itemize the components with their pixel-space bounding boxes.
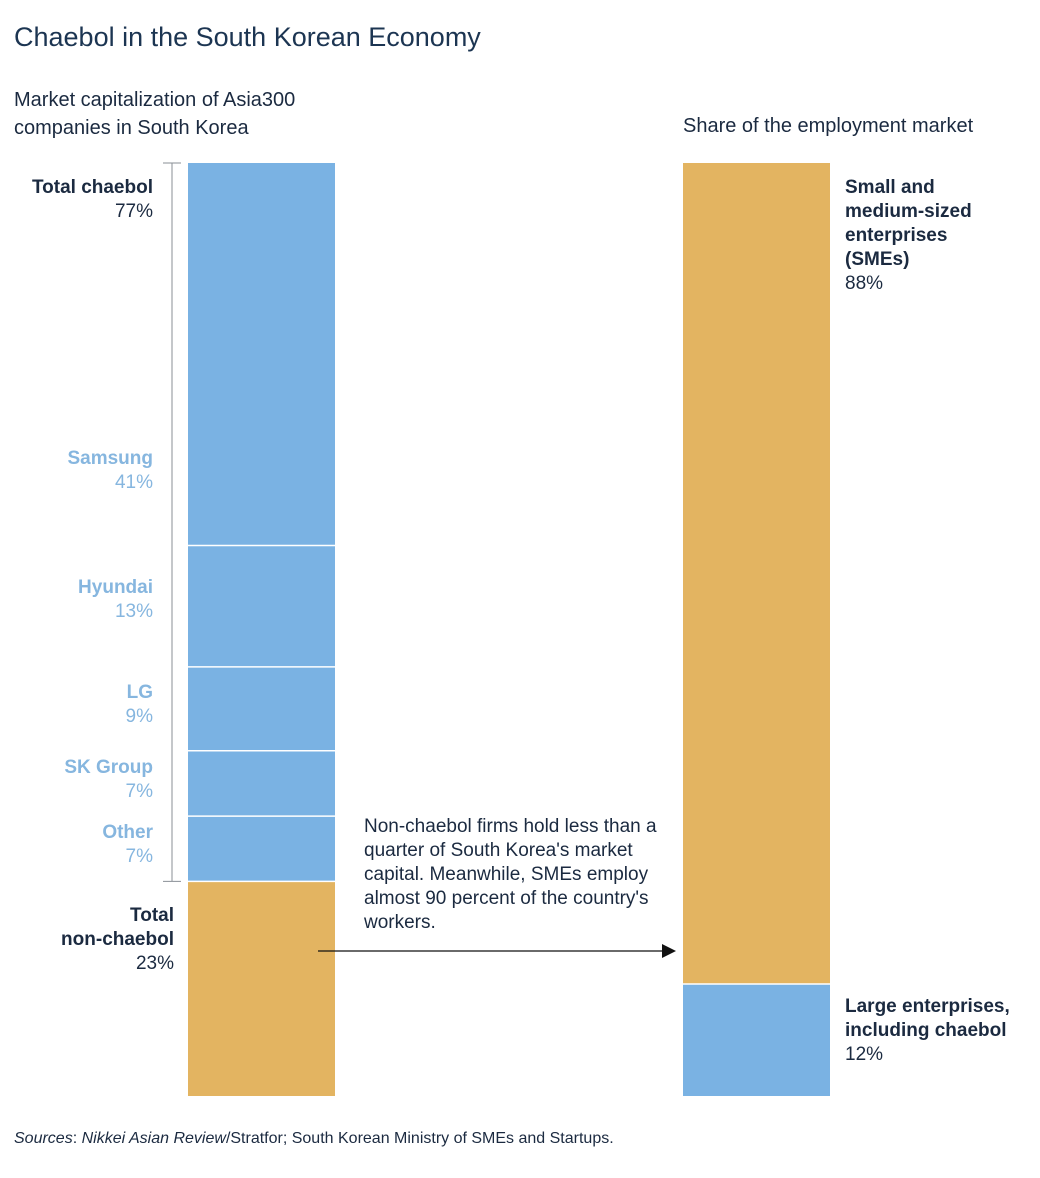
label-total-chaebol-name: Total chaebol [31, 177, 153, 198]
label-sk-group: SK Group 7% [64, 756, 153, 804]
left-stacked-bar [188, 163, 335, 1096]
left-chart-subtitle: Market capitalization of Asia300 compani… [14, 89, 296, 139]
label-smes: Small and medium-sized enterprises (SMEs… [845, 176, 1035, 296]
label-other: Other 7% [102, 821, 153, 869]
label-other-name: Other [102, 822, 153, 844]
label-total-non-chaebol-line1: Total [130, 905, 174, 927]
label-large-enterprises-line2: including chaebol [845, 1020, 1007, 1042]
connector-arrow [318, 944, 676, 958]
left-segment-samsung [188, 163, 335, 546]
label-hyundai-name: Hyundai [78, 577, 153, 599]
label-lg: LG 9% [126, 681, 153, 729]
source-sep: : [72, 1130, 82, 1147]
left-segment-lg [188, 666, 335, 751]
chart-title: Chaebol in the South Korean Economy [14, 22, 481, 52]
right-segment-small-and-medium-sized-enterprises-smes [683, 163, 830, 985]
source-prefix: Sources [14, 1130, 73, 1147]
right-segment-large-enterprises-including-chaebol [683, 984, 830, 1096]
chaebol-bracket [163, 162, 181, 882]
label-smes-line1: Small and [845, 177, 935, 198]
label-total-chaebol: Total chaebol 77% [32, 176, 153, 224]
label-other-pct: 7% [125, 846, 153, 868]
label-smes-line4: (SMEs) [845, 249, 910, 270]
source-publication: Nikkei Asian Review [81, 1130, 226, 1147]
label-large-enterprises-line1: Large enterprises, [845, 996, 1010, 1018]
label-samsung: Samsung 41% [67, 447, 153, 495]
label-total-non-chaebol-line2: non-chaebol [61, 929, 174, 951]
label-total-non-chaebol-pct: 23% [135, 953, 174, 975]
label-samsung-name: Samsung [67, 448, 153, 469]
label-total-non-chaebol: Total non-chaebol 23% [61, 904, 174, 976]
left-segment-sk-group [188, 750, 335, 817]
label-smes-line3: enterprises [845, 225, 948, 246]
right-chart-subtitle: Share of the employment market [683, 115, 974, 137]
label-sk-group-pct: 7% [125, 781, 153, 803]
label-total-chaebol-pct: 77% [114, 201, 153, 222]
right-stacked-bar [683, 163, 830, 1096]
left-segment-other [188, 816, 335, 882]
source-rest: /Stratfor; South Korean Ministry of SMEs… [225, 1130, 614, 1147]
source-note: Sources: Nikkei Asian Review/Stratfor; S… [14, 1130, 614, 1148]
label-large-enterprises-pct: 12% [845, 1044, 884, 1066]
arrow-head [662, 944, 676, 958]
left-segment-total-non-chaebol [188, 881, 335, 1096]
left-segment-hyundai [188, 545, 335, 667]
label-smes-line2: medium-sized [845, 201, 972, 222]
label-sk-group-name: SK Group [64, 757, 153, 779]
label-smes-pct: 88% [845, 273, 884, 294]
label-lg-pct: 9% [125, 705, 153, 727]
label-hyundai-pct: 13% [114, 601, 153, 623]
label-samsung-pct: 41% [114, 472, 153, 493]
label-hyundai: Hyundai 13% [78, 576, 153, 624]
label-large-enterprises: Large enterprises, including chaebol 12% [845, 995, 1040, 1067]
annotation-text: Non-chaebol firms hold less than a quart… [364, 816, 657, 933]
label-lg-name: LG [126, 681, 153, 703]
